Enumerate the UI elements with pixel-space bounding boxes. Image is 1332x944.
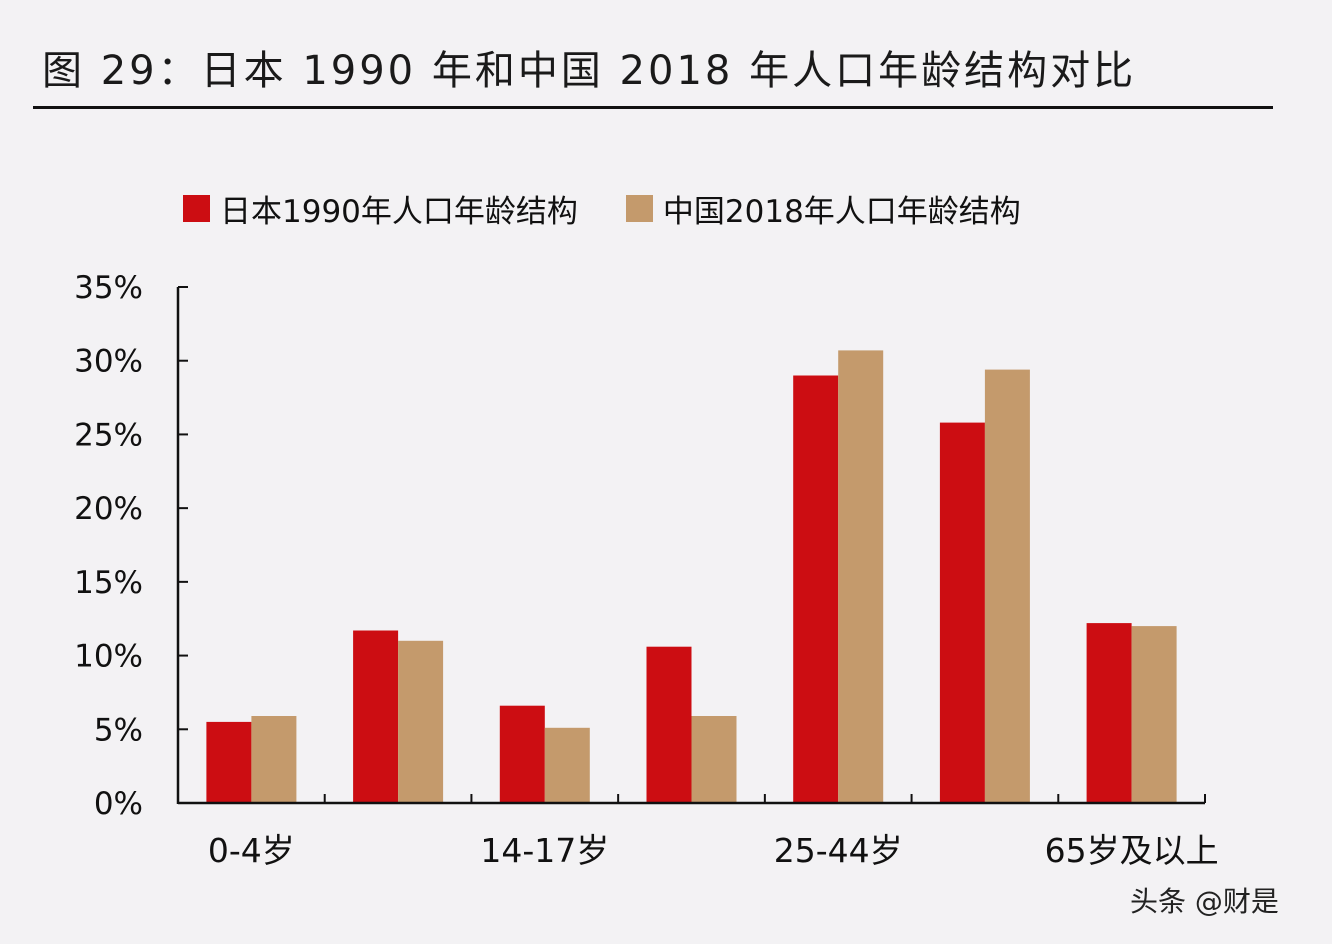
y-tick-label: 30% — [74, 344, 143, 380]
bar-china-3 — [691, 716, 737, 803]
y-tick-label: 25% — [74, 417, 143, 453]
legend-label-china: 中国2018年人口年龄结构 — [662, 194, 1021, 230]
legend-swatch-china — [625, 195, 653, 222]
figure-title: 图 29：日本 1990 年和中国 2018 年人口年龄结构对比 — [42, 48, 1137, 94]
x-tick-label: 14-17岁 — [480, 831, 609, 870]
bar-japan-2 — [499, 705, 545, 803]
legend-swatch-japan — [183, 195, 210, 222]
chart-legend: 日本1990年人口年龄结构 中国2018年人口年龄结构 — [183, 186, 1021, 231]
watermark: 头条 @财是 — [1130, 885, 1279, 918]
x-tick-label: 25-44岁 — [774, 831, 903, 870]
bar-china-1 — [398, 640, 444, 803]
y-tick-label: 5% — [94, 712, 143, 748]
y-tick-label: 35% — [74, 270, 143, 306]
y-tick-label: 10% — [74, 639, 143, 675]
bar-japan-0 — [206, 721, 252, 803]
x-tick-label: 0-4岁 — [208, 831, 295, 870]
y-tick-label: 15% — [74, 565, 143, 601]
bar-china-0 — [251, 716, 297, 803]
bar-japan-4 — [793, 375, 839, 803]
legend-item-japan: 日本1990年人口年龄结构 — [183, 186, 578, 231]
bar-japan-1 — [353, 630, 399, 803]
bar-china-2 — [544, 727, 590, 803]
legend-label-japan: 日本1990年人口年龄结构 — [220, 194, 578, 230]
bar-china-5 — [984, 369, 1030, 803]
title-rule — [33, 106, 1273, 109]
x-tick-label: 65岁及以上 — [1045, 831, 1219, 870]
bar-japan-3 — [646, 646, 692, 803]
y-tick-label: 0% — [94, 786, 143, 822]
legend-item-china: 中国2018年人口年龄结构 — [625, 186, 1021, 231]
y-tick-label: 20% — [74, 491, 143, 527]
bar-china-4 — [838, 350, 884, 803]
bar-japan-6 — [1086, 623, 1132, 803]
bar-japan-5 — [939, 422, 985, 803]
bar-china-6 — [1131, 626, 1177, 803]
